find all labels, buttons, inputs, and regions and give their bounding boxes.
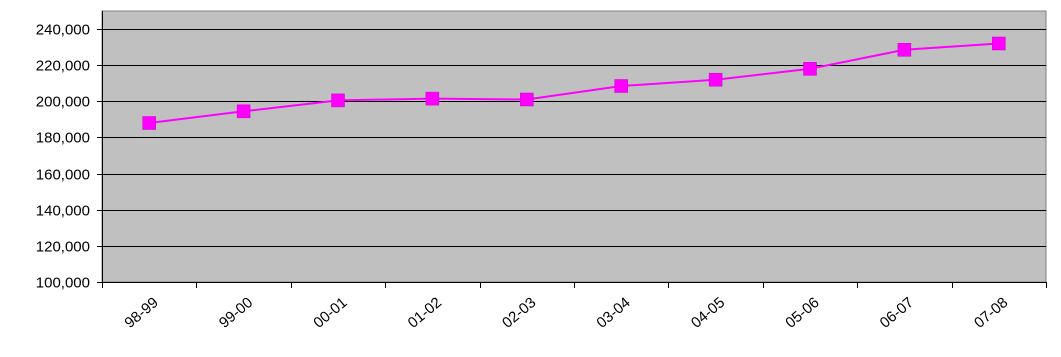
x-tick-label: 00-01 [310, 294, 350, 332]
y-tick-label: 140,000 [36, 203, 90, 220]
y-tick-label: 240,000 [36, 22, 90, 39]
x-tick-label: 03-04 [593, 294, 633, 332]
x-tick-label: 06-07 [877, 294, 917, 332]
x-tick-label: 98-99 [121, 294, 161, 332]
y-tick-label: 220,000 [36, 58, 90, 75]
data-point-marker [142, 116, 156, 130]
data-point-marker [425, 91, 440, 106]
gridlines [102, 29, 1046, 247]
y-tick-label: 160,000 [36, 167, 90, 184]
data-point-marker [331, 93, 345, 108]
data-point-marker [520, 92, 534, 107]
data-point-marker [614, 79, 628, 93]
series-line [149, 42, 999, 124]
data-point-marker [708, 72, 723, 87]
x-tick-label: 05-06 [782, 294, 822, 332]
x-axis-ticks: 98-99 99-00 00-01 01-02 02-03 03-04 04-05 05-06… [102, 282, 1047, 332]
data-point-marker [897, 43, 912, 57]
y-tick-label: 180,000 [36, 130, 90, 147]
x-tick-label: 99-00 [216, 294, 256, 332]
y-tick-label: 200,000 [36, 94, 90, 111]
x-tick-label: 04-05 [688, 294, 728, 332]
x-tick-label: 01-02 [405, 294, 445, 332]
x-tick-label: 02-03 [499, 294, 539, 332]
plot-area [101, 10, 1047, 283]
y-tick-label: 120,000 [36, 239, 90, 256]
data-point-marker [236, 104, 251, 119]
series-group [142, 36, 1006, 130]
x-tick-label: 07-08 [971, 294, 1011, 332]
data-point-marker [992, 36, 1006, 51]
y-tick-label: 100,000 [36, 275, 90, 292]
data-point-marker [803, 62, 817, 76]
y-axis-ticks: 100,000 120,000 140,000 160,000 180,000 200,0… [36, 22, 102, 292]
